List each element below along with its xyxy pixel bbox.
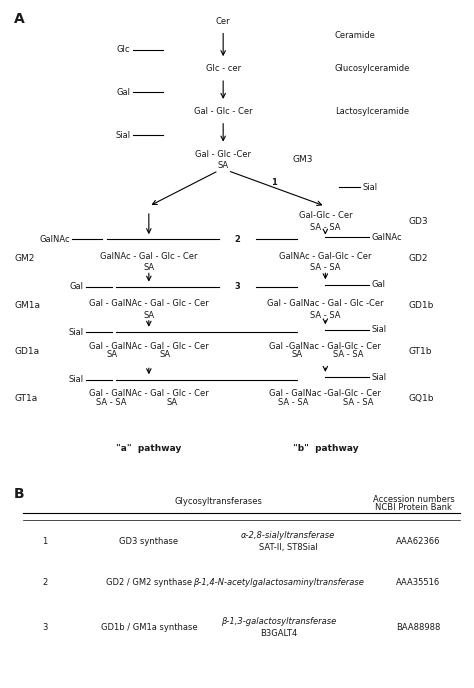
Text: SA - SA: SA - SA bbox=[343, 398, 373, 407]
Text: Gal - GalNac - Gal - Glc -Cer: Gal - GalNac - Gal - Glc -Cer bbox=[267, 299, 383, 308]
Text: Gal-Glc - Cer: Gal-Glc - Cer bbox=[299, 211, 352, 220]
Text: Gal: Gal bbox=[372, 280, 386, 289]
Text: β-1,4-N-acetylgalactosaminyltransferase: β-1,4-N-acetylgalactosaminyltransferase bbox=[193, 578, 365, 587]
Text: B: B bbox=[14, 487, 25, 501]
Text: Sial: Sial bbox=[363, 183, 378, 192]
Text: Glc - cer: Glc - cer bbox=[206, 64, 241, 73]
Text: GalNAc - Gal-Glc - Cer: GalNAc - Gal-Glc - Cer bbox=[279, 252, 372, 261]
Text: GM3: GM3 bbox=[293, 155, 313, 164]
Text: B3GALT4: B3GALT4 bbox=[260, 629, 298, 638]
Text: Gal: Gal bbox=[70, 283, 84, 292]
Text: SA: SA bbox=[160, 350, 171, 359]
Text: SAT-II, ST8Sial: SAT-II, ST8Sial bbox=[259, 544, 318, 552]
Text: GD1b: GD1b bbox=[409, 301, 434, 310]
Text: Gal - GalNAc - Gal - Glc - Cer: Gal - GalNAc - Gal - Glc - Cer bbox=[89, 299, 209, 308]
Text: 1: 1 bbox=[271, 178, 277, 187]
Text: Gal - GalNAc - Gal - Glc - Cer: Gal - GalNAc - Gal - Glc - Cer bbox=[89, 389, 209, 398]
Text: Gal - GalNac -Gal-Glc - Cer: Gal - GalNac -Gal-Glc - Cer bbox=[269, 389, 381, 398]
Text: GD1a: GD1a bbox=[14, 347, 39, 356]
Text: Gal - Glc -Cer: Gal - Glc -Cer bbox=[195, 149, 251, 158]
Text: Ceramide: Ceramide bbox=[335, 31, 375, 40]
Text: Gal - GalNAc - Gal - Glc - Cer: Gal - GalNAc - Gal - Glc - Cer bbox=[89, 342, 209, 351]
Text: SA - SA: SA - SA bbox=[96, 398, 127, 407]
Text: Sial: Sial bbox=[69, 375, 84, 384]
Text: GD3: GD3 bbox=[409, 217, 428, 226]
Text: Sial: Sial bbox=[372, 325, 387, 334]
Text: GM1a: GM1a bbox=[14, 301, 40, 310]
Text: GT1b: GT1b bbox=[409, 347, 432, 356]
Text: Sial: Sial bbox=[115, 131, 130, 140]
Text: SA - SA: SA - SA bbox=[333, 350, 364, 359]
Text: Sial: Sial bbox=[372, 373, 387, 382]
Text: SA - SA: SA - SA bbox=[310, 311, 341, 320]
Text: GalNAc: GalNAc bbox=[39, 235, 70, 244]
Text: GM2: GM2 bbox=[14, 254, 35, 263]
Text: GD2 / GM2 synthase: GD2 / GM2 synthase bbox=[106, 578, 192, 587]
Text: Gal -GalNac - Gal-Glc - Cer: Gal -GalNac - Gal-Glc - Cer bbox=[269, 342, 381, 351]
Text: Glc: Glc bbox=[117, 45, 130, 54]
Text: BAA88988: BAA88988 bbox=[396, 623, 440, 632]
Text: SA: SA bbox=[106, 350, 117, 359]
Text: Accession numbers: Accession numbers bbox=[373, 495, 455, 504]
Text: GT1a: GT1a bbox=[14, 394, 37, 403]
Text: GD2: GD2 bbox=[409, 254, 428, 263]
Text: SA: SA bbox=[292, 350, 303, 359]
Text: GD3 synthase: GD3 synthase bbox=[119, 537, 178, 546]
Text: Sial: Sial bbox=[69, 327, 84, 336]
Text: GD1b / GM1a synthase: GD1b / GM1a synthase bbox=[100, 623, 197, 632]
Text: Gal - Glc - Cer: Gal - Glc - Cer bbox=[194, 107, 253, 116]
Text: 2: 2 bbox=[234, 235, 240, 244]
Text: Cer: Cer bbox=[216, 17, 230, 25]
Text: NCBI Protein Bank: NCBI Protein Bank bbox=[375, 503, 452, 512]
Text: Gal: Gal bbox=[116, 88, 130, 97]
Text: SA: SA bbox=[166, 398, 178, 407]
Text: 3: 3 bbox=[234, 283, 240, 292]
Text: Glycosyltransferases: Glycosyltransferases bbox=[174, 497, 263, 506]
Text: "a"  pathway: "a" pathway bbox=[116, 444, 182, 453]
Text: "b"  pathway: "b" pathway bbox=[292, 444, 358, 453]
Text: β-1,3-galactosyltransferase: β-1,3-galactosyltransferase bbox=[221, 616, 337, 625]
Text: SA - SA: SA - SA bbox=[310, 264, 341, 272]
Text: 2: 2 bbox=[42, 578, 47, 587]
Text: Lactosylceramide: Lactosylceramide bbox=[335, 107, 409, 116]
Text: SA: SA bbox=[143, 311, 155, 320]
Text: A: A bbox=[14, 12, 25, 25]
Text: SA - SA: SA - SA bbox=[278, 398, 308, 407]
Text: 1: 1 bbox=[42, 537, 47, 546]
Text: SA: SA bbox=[143, 264, 155, 272]
Text: α-2,8-sialyltransferase: α-2,8-sialyltransferase bbox=[241, 531, 335, 540]
Text: SA - SA: SA - SA bbox=[310, 223, 341, 232]
Text: AAA35516: AAA35516 bbox=[396, 578, 440, 587]
Text: Glucosylceramide: Glucosylceramide bbox=[335, 64, 410, 73]
Text: SA: SA bbox=[218, 162, 229, 171]
Text: GalNAc - Gal - Glc - Cer: GalNAc - Gal - Glc - Cer bbox=[100, 252, 198, 261]
Text: GalNAc: GalNAc bbox=[372, 233, 402, 241]
Text: AAA62366: AAA62366 bbox=[396, 537, 440, 546]
Text: GQ1b: GQ1b bbox=[409, 394, 435, 403]
Text: 3: 3 bbox=[42, 623, 47, 632]
